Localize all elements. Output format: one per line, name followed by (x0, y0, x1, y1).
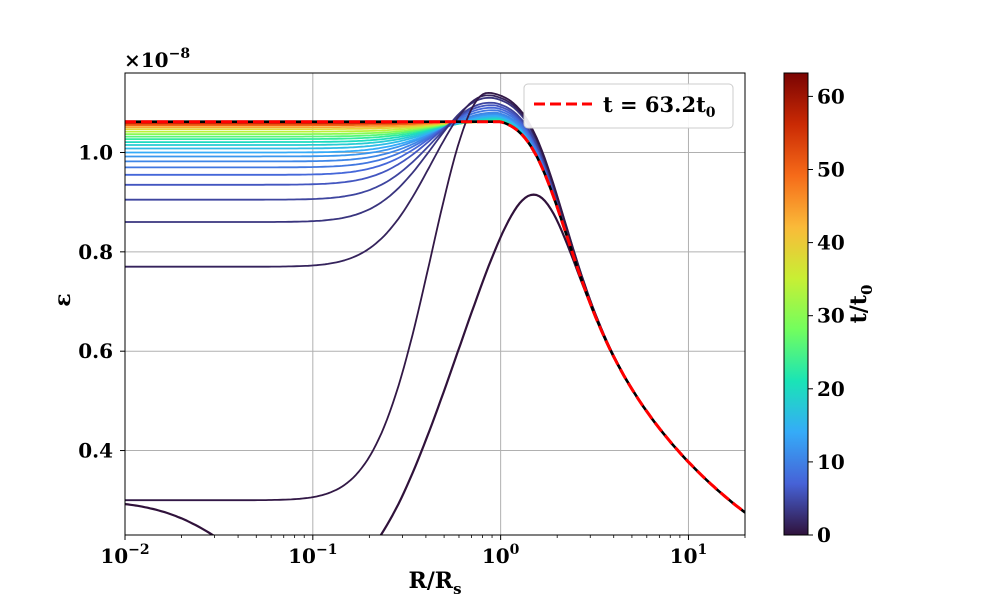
y-axis-label: ε (50, 293, 76, 306)
colorbar-ticks: 0 10 20 30 40 50 60 (808, 84, 845, 547)
x-tick-label: 10−2 (100, 542, 149, 568)
curves (125, 92, 745, 535)
y-axis-ticks: 0.4 0.6 0.8 1.0 (78, 140, 125, 463)
colorbar-tick-label: 30 (817, 304, 845, 328)
colorbar-tick-label: 20 (817, 377, 845, 401)
plot-area: 10−2 10−1 100 101 0.4 0.6 0.8 1.0 (78, 72, 746, 568)
x-tick-label: 100 (482, 542, 520, 568)
y-tick-label: 1.0 (78, 140, 113, 164)
y-tick-label: 0.8 (78, 240, 113, 264)
plot-background (125, 73, 745, 535)
colorbar-tick-label: 10 (817, 450, 845, 474)
colorbar-tick-label: 40 (817, 231, 845, 255)
colorbar-tick-label: 60 (817, 84, 845, 108)
legend-box (523, 83, 734, 129)
colorbar: 0 10 20 30 40 50 60 t/t0 (783, 72, 876, 547)
x-axis-label: R/Rs (408, 568, 461, 598)
colorbar-tick-label: 0 (817, 523, 831, 547)
x-tick-label: 101 (670, 542, 708, 568)
x-tick-label: 10−1 (288, 542, 337, 568)
legend: t = 63.2t0 (523, 83, 734, 129)
y-scale-label: ×10−8 (124, 46, 190, 72)
profile-curve-final (125, 120, 745, 514)
colorbar-gradient (783, 72, 809, 536)
y-tick-label: 0.6 (78, 339, 113, 363)
legend-label-final: t = 63.2t0 (603, 92, 716, 121)
x-axis-ticks: 10−2 10−1 100 101 (100, 535, 746, 568)
colorbar-label: t/t0 (846, 285, 876, 324)
colorbar-tick-label: 50 (817, 157, 845, 181)
y-tick-label: 0.4 (78, 439, 113, 463)
plot-frame (124, 72, 746, 536)
